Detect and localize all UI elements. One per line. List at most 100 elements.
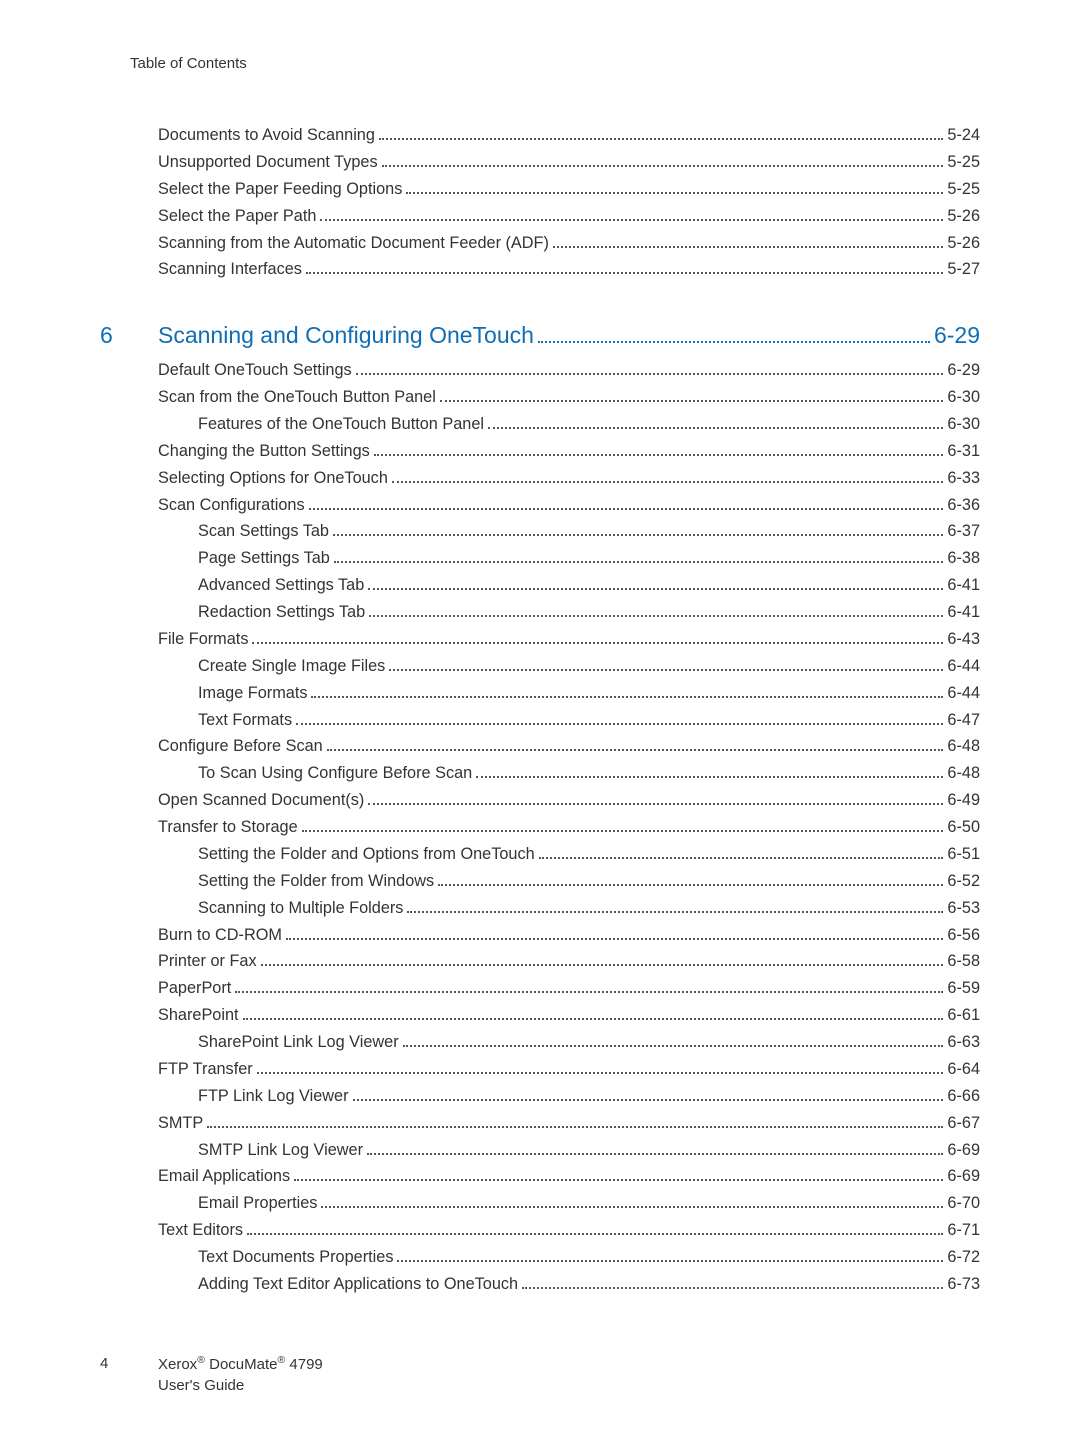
toc-entry-title: Select the Paper Feeding Options [158, 176, 402, 203]
toc-entry[interactable]: Page Settings Tab 6-38 [158, 545, 980, 572]
toc-entry[interactable]: Setting the Folder from Windows 6-52 [158, 868, 980, 895]
running-header: Table of Contents [130, 55, 980, 72]
leader-dots [368, 803, 943, 805]
toc-entry-title: Scanning Interfaces [158, 256, 302, 283]
toc-entry-page: 6-43 [947, 626, 980, 653]
toc-entry-page: 6-59 [947, 975, 980, 1002]
toc-entry-page: 6-73 [947, 1271, 980, 1298]
toc-entry[interactable]: Image Formats 6-44 [158, 680, 980, 707]
toc-entry[interactable]: Open Scanned Document(s) 6-49 [158, 787, 980, 814]
toc-entry[interactable]: Email Properties 6-70 [158, 1190, 980, 1217]
toc-section-pre: Documents to Avoid Scanning 5-24Unsuppor… [158, 122, 980, 283]
toc-entry-page: 5-25 [947, 149, 980, 176]
toc-entry[interactable]: Redaction Settings Tab 6-41 [158, 599, 980, 626]
toc-entry[interactable]: SharePoint Link Log Viewer 6-63 [158, 1029, 980, 1056]
leader-dots [294, 1179, 943, 1181]
toc-entry-page: 6-44 [947, 680, 980, 707]
toc-entry[interactable]: Transfer to Storage 6-50 [158, 814, 980, 841]
leader-dots [538, 341, 930, 343]
toc-entry[interactable]: Select the Paper Feeding Options 5-25 [158, 176, 980, 203]
toc-entry[interactable]: Scanning from the Automatic Document Fee… [158, 230, 980, 257]
toc-entry[interactable]: Setting the Folder and Options from OneT… [158, 841, 980, 868]
toc-entry[interactable]: SMTP 6-67 [158, 1110, 980, 1137]
toc-entry[interactable]: SMTP Link Log Viewer 6-69 [158, 1137, 980, 1164]
toc-entry-page: 6-38 [947, 545, 980, 572]
leader-dots [235, 991, 943, 993]
toc-entry[interactable]: Text Documents Properties 6-72 [158, 1244, 980, 1271]
toc-entry[interactable]: Default OneTouch Settings 6-29 [158, 357, 980, 384]
toc-entry[interactable]: To Scan Using Configure Before Scan 6-48 [158, 760, 980, 787]
chapter-page: 6-29 [934, 321, 980, 351]
toc-entry[interactable]: File Formats 6-43 [158, 626, 980, 653]
toc-entry[interactable]: Burn to CD-ROM 6-56 [158, 922, 980, 949]
leader-dots [374, 454, 944, 456]
toc-entry[interactable]: Changing the Button Settings 6-31 [158, 438, 980, 465]
toc-entry[interactable]: Selecting Options for OneTouch 6-33 [158, 465, 980, 492]
toc-entry[interactable]: Features of the OneTouch Button Panel 6-… [158, 411, 980, 438]
toc-entry-title: Selecting Options for OneTouch [158, 465, 388, 492]
toc-entry-page: 6-53 [947, 895, 980, 922]
leader-dots [553, 246, 943, 248]
toc-entry-page: 6-63 [947, 1029, 980, 1056]
leader-dots [296, 723, 943, 725]
toc-entry-title: Scan Settings Tab [198, 518, 329, 545]
toc-entry-title: Transfer to Storage [158, 814, 298, 841]
toc-entry-page: 5-26 [947, 203, 980, 230]
toc-entry[interactable]: Adding Text Editor Applications to OneTo… [158, 1271, 980, 1298]
toc-entry-page: 6-48 [947, 760, 980, 787]
leader-dots [389, 669, 943, 671]
page-number: 4 [100, 1353, 158, 1396]
toc-entry[interactable]: Scan Configurations 6-36 [158, 492, 980, 519]
leader-dots [311, 696, 943, 698]
toc-entry[interactable]: FTP Transfer 6-64 [158, 1056, 980, 1083]
toc-entry-title: SharePoint [158, 1002, 239, 1029]
leader-dots [392, 481, 944, 483]
toc-entry[interactable]: PaperPort 6-59 [158, 975, 980, 1002]
leader-dots [247, 1233, 943, 1235]
leader-dots [438, 884, 943, 886]
toc-entry-page: 6-44 [947, 653, 980, 680]
toc-entry-page: 5-25 [947, 176, 980, 203]
toc-entry-title: Image Formats [198, 680, 307, 707]
toc-entry[interactable]: Documents to Avoid Scanning 5-24 [158, 122, 980, 149]
leader-dots [403, 1045, 944, 1047]
toc-entry-page: 6-36 [947, 492, 980, 519]
toc-entry-page: 6-66 [947, 1083, 980, 1110]
leader-dots [309, 508, 944, 510]
toc-entry[interactable]: Unsupported Document Types 5-25 [158, 149, 980, 176]
toc-entry-title: Default OneTouch Settings [158, 357, 352, 384]
footer-product: DocuMate [205, 1356, 278, 1373]
toc-entry-page: 6-31 [947, 438, 980, 465]
toc-entry[interactable]: Text Formats 6-47 [158, 707, 980, 734]
toc-entry[interactable]: SharePoint 6-61 [158, 1002, 980, 1029]
leader-dots [327, 749, 944, 751]
toc-entry[interactable]: Configure Before Scan 6-48 [158, 733, 980, 760]
toc-entry-title: Scan from the OneTouch Button Panel [158, 384, 436, 411]
chapter-heading[interactable]: 6 Scanning and Configuring OneTouch 6-29 [100, 321, 980, 351]
toc-entry-title: Changing the Button Settings [158, 438, 370, 465]
toc-entry-title: To Scan Using Configure Before Scan [198, 760, 472, 787]
toc-entry[interactable]: Scan from the OneTouch Button Panel 6-30 [158, 384, 980, 411]
footer-model: 4799 [285, 1356, 323, 1373]
toc-entry[interactable]: FTP Link Log Viewer 6-66 [158, 1083, 980, 1110]
leader-dots [353, 1099, 944, 1101]
leader-dots [488, 427, 943, 429]
toc-entry[interactable]: Printer or Fax 6-58 [158, 948, 980, 975]
toc-entry[interactable]: Email Applications 6-69 [158, 1163, 980, 1190]
toc-entry-title: Select the Paper Path [158, 203, 316, 230]
toc-entry[interactable]: Scanning Interfaces 5-27 [158, 256, 980, 283]
toc-entry-page: 6-69 [947, 1137, 980, 1164]
leader-dots [257, 1072, 944, 1074]
toc-entry[interactable]: Create Single Image Files 6-44 [158, 653, 980, 680]
toc-entry[interactable]: Scan Settings Tab 6-37 [158, 518, 980, 545]
toc-entry-page: 6-37 [947, 518, 980, 545]
toc-entry-title: Page Settings Tab [198, 545, 330, 572]
leader-dots [356, 373, 944, 375]
toc-entry[interactable]: Select the Paper Path 5-26 [158, 203, 980, 230]
leader-dots [334, 561, 944, 563]
toc-entry[interactable]: Advanced Settings Tab 6-41 [158, 572, 980, 599]
toc-entry[interactable]: Scanning to Multiple Folders 6-53 [158, 895, 980, 922]
toc-entry-title: SharePoint Link Log Viewer [198, 1029, 399, 1056]
chapter-title: Scanning and Configuring OneTouch [158, 321, 534, 351]
toc-entry[interactable]: Text Editors 6-71 [158, 1217, 980, 1244]
